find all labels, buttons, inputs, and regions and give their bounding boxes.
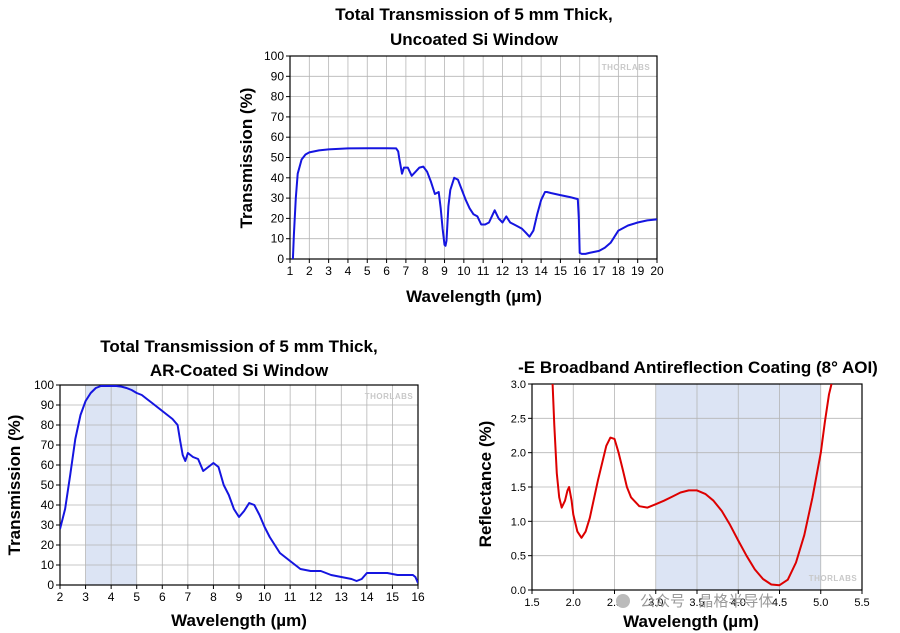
y-tick-label: 0	[47, 578, 54, 592]
series-line	[60, 385, 418, 584]
x-tick-label: 10	[457, 264, 471, 278]
x-tick-label: 14	[534, 264, 548, 278]
chart2-title-line2: AR-Coated Si Window	[150, 361, 329, 380]
y-tick-label: 0.5	[511, 551, 526, 563]
chart3-title: -E Broadband Antireflection Coating (8° …	[518, 358, 878, 377]
chart1-watermark: THORLABS	[602, 63, 651, 72]
x-tick-label: 4.0	[731, 597, 746, 609]
x-tick-label: 9	[441, 264, 448, 278]
x-tick-label: 6	[159, 590, 166, 604]
y-tick-label: 10	[271, 232, 285, 246]
y-tick-label: 20	[41, 538, 55, 552]
x-tick-label: 5	[364, 264, 371, 278]
chart3-y-axis-label: Reflectance (%)	[476, 421, 495, 548]
x-tick-label: 11	[477, 264, 490, 278]
x-tick-label: 15	[554, 264, 568, 278]
chart2-title-line1: Total Transmission of 5 mm Thick,	[100, 337, 377, 356]
y-tick-label: 1.0	[511, 516, 526, 528]
y-tick-label: 60	[271, 130, 285, 144]
wechat-icon	[616, 594, 630, 608]
y-tick-label: 20	[271, 211, 285, 225]
x-tick-label: 13	[335, 590, 349, 604]
x-tick-label: 5	[133, 590, 140, 604]
chart1-title-line1: Total Transmission of 5 mm Thick,	[335, 5, 612, 24]
x-tick-label: 10	[258, 590, 272, 604]
x-tick-label: 15	[386, 590, 400, 604]
x-tick-label: 6	[383, 264, 390, 278]
x-tick-label: 2	[306, 264, 313, 278]
y-tick-label: 80	[41, 418, 55, 432]
x-tick-label: 14	[360, 590, 374, 604]
x-tick-label: 4.5	[772, 597, 787, 609]
y-tick-label: 0	[277, 252, 284, 266]
y-tick-label: 100	[34, 378, 54, 392]
y-tick-label: 60	[41, 458, 55, 472]
y-tick-label: 50	[271, 151, 285, 165]
y-tick-label: 1.5	[511, 482, 526, 494]
x-tick-label: 20	[650, 264, 664, 278]
chart1-title-line2: Uncoated Si Window	[390, 30, 559, 49]
y-tick-label: 100	[264, 49, 284, 63]
y-tick-label: 70	[271, 110, 285, 124]
y-tick-label: 90	[41, 398, 55, 412]
chart2-y-axis-label: Transmission (%)	[5, 415, 24, 556]
x-tick-label: 13	[515, 264, 529, 278]
chart-ar-coated-si: Total Transmission of 5 mm Thick, AR-Coa…	[5, 337, 425, 630]
x-tick-label: 1	[287, 264, 294, 278]
chart3-plot-area: 1.5 2.0 2.5 3.0 3.5 4.0 4.5 5.0 5.5 0.0 0.5 1.0 1.5 2…	[511, 379, 870, 609]
x-tick-label: 3.5	[689, 597, 704, 609]
x-tick-label: 2	[57, 590, 64, 604]
x-tick-label: 16	[411, 590, 425, 604]
x-tick-label: 4	[345, 264, 352, 278]
x-tick-label: 3	[325, 264, 332, 278]
y-tick-label: 80	[271, 90, 285, 104]
y-tick-label: 40	[271, 171, 285, 185]
x-tick-label: 9	[236, 590, 243, 604]
y-tick-label: 3.0	[511, 379, 526, 391]
chart1-plot-area: 1 2 3 4 5 6 7 8 9 10 11 12 13 14 15 16 17 18 19 20010203040…	[264, 49, 664, 278]
x-tick-label: 8	[210, 590, 217, 604]
x-tick-label: 11	[284, 590, 297, 604]
chart3-watermark: THORLABS	[809, 574, 858, 583]
y-tick-label: 2.5	[511, 413, 526, 425]
chart3-x-axis-label: Wavelength (µm)	[623, 612, 759, 631]
y-tick-label: 40	[41, 498, 55, 512]
y-tick-label: 30	[41, 518, 55, 532]
x-tick-label: 12	[496, 264, 510, 278]
series-line	[551, 384, 833, 587]
x-tick-label: 12	[309, 590, 323, 604]
x-tick-label: 7	[185, 590, 192, 604]
x-tick-label: 4	[108, 590, 115, 604]
chart2-watermark: THORLABS	[365, 392, 414, 401]
footer-watermark-text: 公众号 · 晶格半导体	[640, 593, 773, 610]
footer-watermark: 公众号 · 晶格半导体	[616, 593, 773, 610]
y-tick-label: 70	[41, 438, 55, 452]
chart-uncoated-si: Total Transmission of 5 mm Thick, Uncoat…	[237, 5, 664, 306]
y-tick-label: 30	[271, 191, 285, 205]
x-tick-label: 19	[631, 264, 645, 278]
y-tick-label: 2.0	[511, 448, 526, 460]
y-tick-label: 0.0	[511, 585, 526, 597]
x-tick-label: 16	[573, 264, 587, 278]
chart2-x-axis-label: Wavelength (µm)	[171, 611, 307, 630]
x-tick-label: 17	[592, 264, 606, 278]
chart2-plot-area: 2 3 4 5 6 7 8 9 10 11 12 13 14 15 16 0 10 20 30 40 50 60 70 80 9…	[34, 378, 425, 604]
x-tick-label: 5.5	[854, 597, 869, 609]
x-tick-label: 18	[612, 264, 626, 278]
x-tick-label: 5.0	[813, 597, 828, 609]
chart-e-coating-reflectance: -E Broadband Antireflection Coating (8° …	[476, 358, 878, 631]
x-tick-label: 2.0	[566, 597, 581, 609]
x-tick-label: 3	[82, 590, 89, 604]
x-tick-label: 7	[403, 264, 410, 278]
chart1-x-axis-label: Wavelength (µm)	[406, 287, 542, 306]
series-line	[291, 147, 657, 259]
x-tick-label: 3.0	[648, 597, 663, 609]
y-tick-label: 90	[271, 69, 285, 83]
x-tick-label: 1.5	[524, 597, 539, 609]
chart1-y-axis-label: Transmission (%)	[237, 88, 256, 229]
y-tick-label: 10	[41, 558, 55, 572]
x-tick-label: 8	[422, 264, 429, 278]
y-tick-label: 50	[41, 478, 55, 492]
